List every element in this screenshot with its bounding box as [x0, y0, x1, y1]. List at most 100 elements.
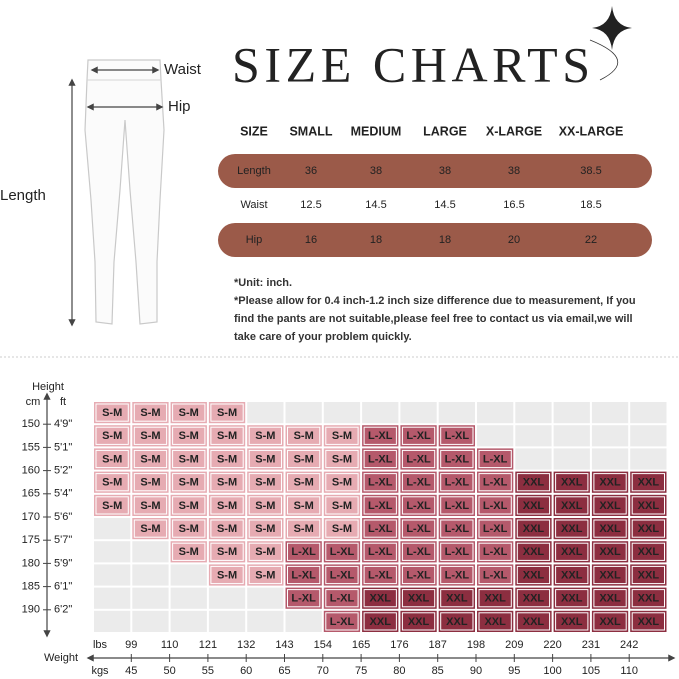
- size-label: L-XL: [406, 500, 431, 512]
- size-cell: [591, 471, 629, 493]
- size-cell: [323, 541, 361, 563]
- size-cell: [208, 564, 246, 586]
- size-cell-border: [363, 426, 397, 445]
- empty-cell: [477, 425, 514, 447]
- size-cell: [247, 564, 284, 586]
- row-band: [218, 154, 652, 188]
- empty-cell: [132, 541, 169, 563]
- size-cell-border: [478, 496, 512, 515]
- empty-cell: [515, 402, 552, 424]
- size-label: S-M: [255, 500, 275, 512]
- size-cell: [477, 541, 514, 563]
- size-label: L-XL: [406, 453, 431, 465]
- size-cell: [247, 494, 284, 516]
- size-cell-border: [593, 565, 627, 585]
- empty-cell: [477, 402, 514, 424]
- empty-cell: [591, 402, 629, 424]
- size-cell: [477, 471, 514, 493]
- size-cell: [362, 448, 399, 470]
- y-tick-label: 180: [22, 557, 40, 569]
- y-tick-label-ft: 5'9": [54, 557, 72, 569]
- size-cell-border: [440, 449, 474, 469]
- size-label: XXL: [599, 546, 621, 558]
- empty-cell: [630, 402, 667, 424]
- size-label: XXL: [561, 593, 583, 605]
- size-cell: [400, 448, 437, 470]
- x-tick-label-kgs: 110: [620, 665, 638, 677]
- y-tick-label-ft: 5'4": [54, 488, 72, 500]
- size-cell-border: [401, 519, 436, 538]
- size-cell: [438, 448, 475, 470]
- size-cell-border: [248, 542, 282, 561]
- size-cell-border: [516, 519, 551, 538]
- size-label: XXL: [599, 477, 621, 489]
- size-cell: [323, 471, 361, 493]
- size-label: L-XL: [406, 430, 431, 442]
- size-cell-border: [287, 496, 321, 515]
- x-tick-label-lbs: 242: [620, 639, 638, 651]
- size-label: S-M: [217, 430, 237, 442]
- size-cell-border: [363, 519, 397, 538]
- empty-cell: [438, 402, 475, 424]
- column-header: X-LARGE: [486, 124, 542, 138]
- cell: 14.5: [434, 199, 455, 211]
- size-cell: [477, 610, 514, 632]
- size-label: XXL: [638, 523, 660, 535]
- size-label: XXL: [523, 616, 545, 628]
- size-cell: [553, 518, 590, 540]
- y-tick-label: 160: [22, 465, 40, 477]
- size-cell-border: [401, 426, 436, 445]
- size-cell: [477, 564, 514, 586]
- empty-cell: [94, 587, 131, 609]
- size-cell: [591, 564, 629, 586]
- size-label: S-M: [179, 453, 199, 465]
- size-cell-border: [440, 612, 474, 631]
- size-cell-border: [325, 589, 359, 608]
- x-tick-label-lbs: 176: [390, 639, 408, 651]
- size-label: L-XL: [330, 569, 355, 581]
- size-label: XXL: [561, 546, 583, 558]
- size-cell-border: [133, 449, 168, 469]
- x-tick-label-lbs: 187: [429, 639, 447, 651]
- size-cell: [247, 541, 284, 563]
- size-cell: [285, 518, 322, 540]
- x-tick-label-kgs: 95: [508, 665, 520, 677]
- empty-cell: [247, 610, 284, 632]
- x-tick-label-lbs: 110: [161, 639, 179, 651]
- size-cell-border: [516, 496, 551, 515]
- size-cell-border: [172, 542, 206, 561]
- size-label: L-XL: [483, 569, 508, 581]
- empty-cell: [208, 587, 246, 609]
- size-cell-border: [325, 519, 359, 538]
- size-cell-border: [593, 612, 627, 631]
- size-cell-border: [401, 589, 436, 608]
- size-cell: [400, 610, 437, 632]
- size-label: XXL: [523, 546, 545, 558]
- size-cell: [208, 402, 246, 424]
- size-label: XXL: [638, 616, 660, 628]
- size-cell: [630, 518, 667, 540]
- y-tick-label-ft: 6'1": [54, 581, 72, 593]
- empty-cell: [94, 564, 131, 586]
- size-cell: [591, 494, 629, 516]
- size-cell: [132, 518, 169, 540]
- empty-cell: [94, 518, 131, 540]
- size-label: S-M: [294, 430, 314, 442]
- size-label: S-M: [255, 546, 275, 558]
- size-label: S-M: [217, 546, 237, 558]
- size-label: XXL: [523, 477, 545, 489]
- size-label: XXL: [561, 477, 583, 489]
- size-label: S-M: [294, 523, 314, 535]
- size-cell: [630, 564, 667, 586]
- size-label: XXL: [638, 500, 660, 512]
- size-label: XXL: [523, 593, 545, 605]
- size-cell: [208, 425, 246, 447]
- size-label: S-M: [140, 407, 160, 419]
- size-cell-border: [440, 589, 474, 608]
- size-cell: [94, 402, 131, 424]
- size-cell-border: [440, 519, 474, 538]
- size-label: S-M: [140, 500, 160, 512]
- size-cell: [400, 494, 437, 516]
- size-cell-border: [516, 565, 551, 585]
- y-tick-label: 150: [22, 418, 40, 430]
